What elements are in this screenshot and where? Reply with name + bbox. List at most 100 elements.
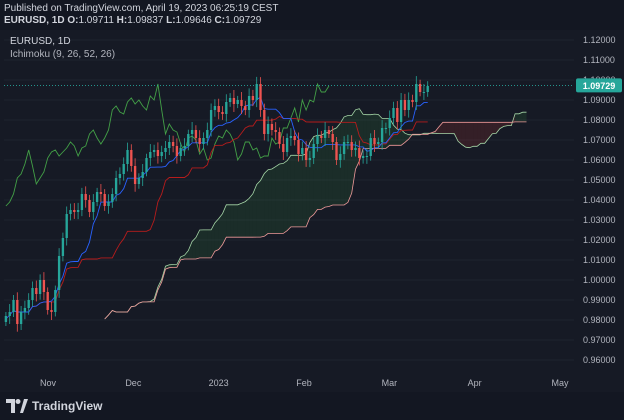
candle-body — [4, 316, 8, 322]
kumo-cloud-segment — [294, 155, 299, 227]
y-axis-tick-label: 1.06000 — [583, 155, 616, 165]
candle-body — [259, 84, 262, 110]
candle-body — [12, 300, 15, 312]
candle-body — [160, 152, 163, 156]
kumo-cloud-segment — [477, 122, 481, 147]
kumo-cloud-segment — [222, 204, 227, 245]
kumo-cloud-segment — [211, 222, 215, 258]
price-chart[interactable]: 1.120001.110001.100001.090001.080001.070… — [0, 30, 624, 392]
kumo-cloud-segment — [393, 125, 398, 146]
kumo-cloud-segment — [218, 213, 223, 250]
high-label: H: — [116, 15, 128, 26]
candle-body — [50, 310, 53, 312]
candle-body — [88, 200, 91, 212]
y-axis-tick-label: 1.03000 — [583, 215, 616, 225]
candle-body — [164, 148, 167, 152]
candle-body — [232, 98, 236, 104]
kumo-cloud-segment — [279, 163, 284, 234]
chart-area[interactable]: 1.120001.110001.100001.090001.080001.070… — [0, 30, 624, 392]
candle-body — [323, 130, 327, 138]
kumo-cloud-segment — [252, 184, 257, 238]
kumo-cloud-segment — [484, 122, 489, 144]
senkou-span-b-line — [104, 121, 527, 320]
candle-body — [194, 130, 198, 138]
candle-body — [76, 210, 80, 212]
candle-body — [247, 96, 251, 110]
kumo-cloud-segment — [496, 122, 500, 134]
candle-body — [251, 96, 255, 100]
candle-body — [301, 148, 304, 154]
candle-body — [46, 292, 49, 310]
candle-body — [137, 178, 141, 184]
published-caption: Published on TradingView.com, April 19, … — [4, 3, 279, 14]
kumo-cloud-segment — [199, 229, 204, 258]
candle-body — [38, 280, 42, 294]
candle-body — [327, 130, 331, 134]
chikou-span-line — [5, 82, 330, 207]
candle-body — [377, 142, 380, 144]
current-price-tag — [576, 78, 622, 93]
kumo-cloud-segment — [283, 160, 288, 234]
kumo-cloud-segment — [446, 122, 451, 134]
candle-body — [225, 102, 228, 114]
x-axis-tick-label: Feb — [296, 378, 312, 388]
kumo-cloud-segment — [195, 230, 200, 260]
candle-body — [285, 138, 289, 152]
legend-indicator[interactable]: Ichimoku (9, 26, 52, 26) — [10, 49, 116, 60]
candle-body — [403, 100, 407, 110]
tradingview-brand: TradingView — [32, 399, 103, 413]
kumo-cloud-segment — [503, 122, 508, 127]
candle-body — [107, 202, 110, 206]
candle-body — [335, 142, 338, 160]
kumo-cloud-segment — [336, 123, 341, 206]
candle-body — [339, 154, 342, 160]
x-axis-tick-label: Nov — [40, 378, 57, 388]
candle-body — [369, 138, 372, 156]
candle-body — [380, 128, 384, 142]
kumo-cloud-segment — [241, 201, 246, 238]
candle-body — [297, 140, 300, 154]
tradingview-logo[interactable]: TradingView — [6, 398, 102, 414]
kumo-cloud-segment — [450, 122, 455, 134]
candle-body — [187, 134, 190, 146]
candle-body — [266, 124, 270, 134]
candle-body — [202, 138, 205, 144]
kumo-cloud-segment — [256, 180, 261, 238]
candle-body — [156, 150, 160, 156]
kumo-cloud-segment — [507, 122, 512, 126]
kumo-cloud-segment — [328, 129, 333, 207]
kumo-cloud-segment — [454, 122, 459, 142]
x-axis-tick-label: Apr — [468, 378, 482, 388]
kumo-cloud-segment — [268, 168, 272, 234]
candle-body — [168, 142, 171, 148]
chart-legend[interactable]: EURUSD, 1D Ichimoku (9, 26, 52, 26) — [10, 35, 115, 61]
candle-body — [27, 300, 30, 308]
kumo-cloud-segment — [245, 198, 250, 238]
candle-body — [320, 136, 323, 138]
kumo-cloud-segment — [306, 142, 310, 227]
candle-body — [358, 148, 361, 158]
kumo-cloud-segment — [192, 237, 196, 260]
kumo-cloud-segment — [340, 116, 345, 206]
candle-body — [384, 128, 388, 129]
kumo-cloud-segment — [230, 204, 234, 238]
candle-body — [293, 136, 296, 140]
y-axis-tick-label: 0.97000 — [583, 335, 616, 345]
kumo-cloud-segment — [511, 113, 516, 126]
kumo-cloud-segment — [271, 166, 276, 234]
candle-body — [130, 150, 133, 166]
candle-body — [407, 100, 410, 110]
kumo-cloud-segment — [325, 132, 329, 208]
kumo-cloud-segment — [469, 122, 474, 148]
kumo-cloud-segment — [321, 133, 326, 210]
candle-body — [388, 118, 391, 128]
legend-symbol[interactable]: EURUSD, 1D — [10, 36, 71, 47]
candle-body — [122, 164, 125, 174]
kumo-cloud-segment — [226, 204, 231, 238]
candle-body — [415, 84, 418, 102]
y-axis-tick-label: 1.09000 — [583, 95, 616, 105]
kumo-cloud-segment — [401, 129, 405, 146]
current-price-label: 1.09729 — [583, 81, 616, 91]
kumo-cloud-segment — [461, 122, 466, 148]
candle-body — [54, 290, 57, 312]
